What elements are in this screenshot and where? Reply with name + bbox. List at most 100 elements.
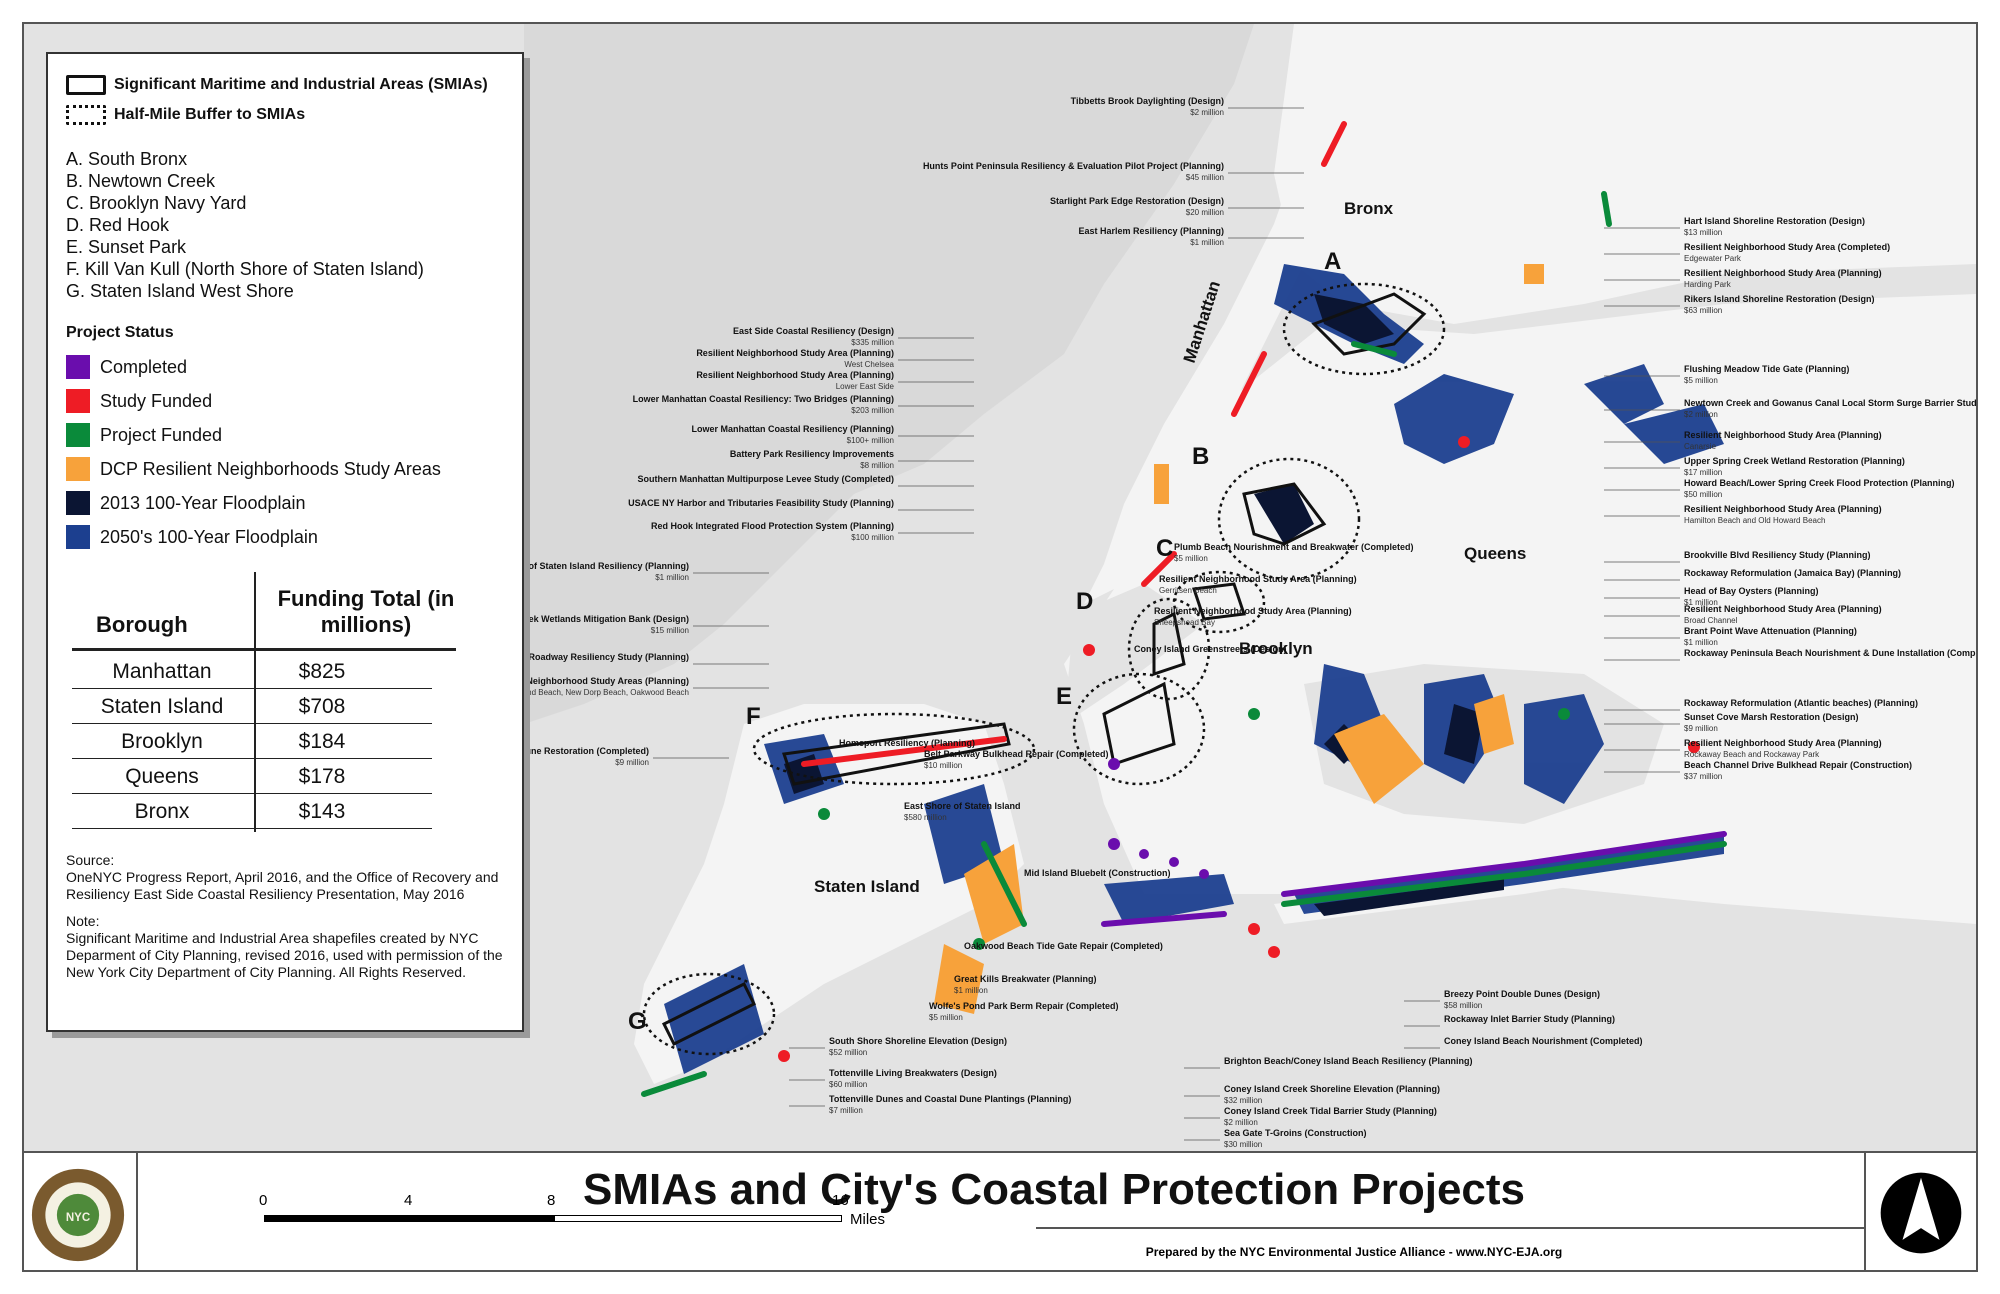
project-annotation: Rockaway Peninsula Beach Nourishment & D…	[1604, 648, 1976, 661]
borough-cell: Bronx	[134, 800, 190, 823]
status-item: DCP Resilient Neighborhoods Study Areas	[66, 452, 504, 486]
annotation-detail: $7 million	[829, 1106, 863, 1115]
project-annotation: Resilient Neighborhood Study Area (Plann…	[696, 370, 974, 391]
annotation-detail: South Beach, Midland Beach, New Dorp Bea…	[458, 688, 689, 697]
annotation-detail: $1 million	[655, 573, 689, 582]
annotation-detail: $5 million	[929, 1013, 963, 1022]
annotation-detail: $63 million	[1684, 306, 1722, 315]
project-annotation: Resilient Neighborhood Study Area (Plann…	[1154, 606, 1352, 627]
project-points	[778, 436, 1700, 1062]
smia-item: B. Newtown Creek	[66, 171, 216, 191]
strip-divider	[1036, 1227, 1864, 1229]
project-annotation: Plumb Beach Nourishment and Breakwater (…	[1174, 542, 1414, 563]
legend-panel: Significant Maritime and Industrial Area…	[46, 52, 524, 1032]
borough-cell: Queens	[125, 765, 199, 788]
status-swatch	[66, 423, 90, 447]
annotation-title: East Side Coastal Resiliency (Design)	[733, 326, 894, 336]
smia-letter-f: F	[746, 703, 761, 730]
annotation-title: Sea Gate T-Groins (Construction)	[1224, 1128, 1367, 1138]
annotation-detail: Rockaway Beach and Rockaway Park	[1684, 750, 1820, 759]
project-annotation: Brookville Blvd Resiliency Study (Planni…	[1604, 550, 1871, 563]
annotation-title: Plumb Beach Nourishment and Breakwater (…	[1174, 542, 1414, 552]
annotation-detail: $2 million	[1684, 410, 1718, 419]
annotation-title: Travis Ave Roadway Resiliency Study (Pla…	[482, 652, 689, 662]
status-list: Completed Study Funded Project Funded DC…	[66, 350, 504, 554]
annotation-title: Tibbetts Brook Daylighting (Design)	[1071, 96, 1224, 106]
smia-buffers	[642, 282, 1446, 1056]
status-swatch	[66, 491, 90, 515]
total-cell: $825	[298, 660, 346, 683]
project-annotation: Staten Island Dune Restoration (Complete…	[460, 746, 729, 767]
annotation-detail: $60 million	[829, 1080, 867, 1089]
project-annotation: Resilient Neighborhood Study Area (Plann…	[1604, 268, 1882, 289]
project-annotation: Rockaway Reformulation (Atlantic beaches…	[1604, 698, 1918, 711]
annotation-title: Great Kills Breakwater (Planning)	[954, 974, 1097, 984]
legend-buffer: Half-Mile Buffer to SMIAs	[66, 100, 504, 130]
project-annotation: Resilient Neighborhood Study Area (Compl…	[1604, 242, 1890, 263]
annotation-title: Brant Point Wave Attenuation (Planning)	[1684, 626, 1857, 636]
legend-smia: Significant Maritime and Industrial Area…	[66, 70, 504, 100]
annotation-title: Coney Island Beach Nourishment (Complete…	[1444, 1036, 1643, 1046]
annotation-detail: $52 million	[829, 1048, 867, 1057]
borough-cell: Manhattan	[112, 660, 212, 683]
annotation-title: East Shore of Staten Island	[904, 801, 1021, 811]
annotation-title: Newtown Creek and Gowanus Canal Local St…	[1684, 398, 1976, 408]
total-cell: $143	[298, 800, 346, 823]
legend-smia-label: Significant Maritime and Industrial Area…	[114, 76, 488, 93]
project-annotation: Travis Ave Roadway Resiliency Study (Pla…	[482, 652, 769, 665]
borough-cell: Brooklyn	[121, 730, 203, 753]
scale-unit: Miles	[850, 1211, 886, 1228]
project-annotation: Newtown Creek and Gowanus Canal Local St…	[1604, 398, 1976, 419]
source-block: Source: OneNYC Progress Report, April 20…	[66, 852, 504, 903]
table-row: Brooklyn $184	[72, 724, 432, 759]
annotation-detail: $1 million	[954, 986, 988, 995]
total-cell: $184	[298, 730, 346, 753]
annotation-detail: $10 million	[924, 761, 962, 770]
land-masses	[524, 24, 1976, 1084]
smia-item: E. Sunset Park	[66, 237, 187, 257]
label-brooklyn: Brooklyn	[1239, 639, 1313, 658]
project-annotation: Red Hook Integrated Flood Protection Sys…	[651, 521, 974, 542]
status-label: Project Funded	[100, 424, 223, 445]
annotation-title: Resilient Neighborhood Study Area (Plann…	[696, 348, 894, 358]
project-annotation: Great Kills Breakwater (Planning) $1 mill…	[954, 974, 1097, 995]
table-header-total: Funding Total (in millions)	[277, 586, 455, 637]
annotation-detail: $58 million	[1444, 1001, 1482, 1010]
annotation-title: Resilient Neighborhood Study Area (Plann…	[1684, 504, 1882, 514]
annotation-title: Hunts Point Peninsula Resiliency & Evalu…	[923, 161, 1224, 171]
annotation-detail: $17 million	[1684, 468, 1722, 477]
project-annotation: Oakwood Beach Tide Gate Repair (Complete…	[964, 941, 1163, 951]
table-row: Queens $178	[72, 759, 432, 794]
smia-letter-c: C	[1156, 535, 1173, 562]
annotation-detail: $32 million	[1224, 1096, 1262, 1105]
table-row: Manhattan $825	[72, 654, 432, 689]
annotation-title: Lower Manhattan Coastal Resiliency: Two …	[633, 394, 894, 404]
annotation-title: Rockaway Reformulation (Atlantic beaches…	[1684, 698, 1918, 708]
annotation-title: Flushing Meadow Tide Gate (Planning)	[1684, 364, 1849, 374]
annotation-title: Resilient Neighborhood Study Area (Plann…	[696, 370, 894, 380]
annotation-layer: Tibbetts Brook Daylighting (Design) $2 mi…	[458, 96, 1976, 1149]
annotation-title: Brookville Blvd Resiliency Study (Planni…	[1684, 550, 1871, 560]
annotation-detail: $45 million	[1186, 173, 1224, 182]
project-annotation: Head of Bay Oysters (Planning) $1 million	[1604, 586, 1819, 607]
status-item: Study Funded	[66, 384, 504, 418]
label-bronx: Bronx	[1344, 199, 1394, 218]
total-cell: $708	[298, 695, 346, 718]
project-annotation: Brighton Beach/Coney Island Beach Resili…	[1184, 1056, 1473, 1069]
annotation-detail: Sheepshead Bay	[1154, 618, 1215, 627]
note-block: Note: Significant Maritime and Industria…	[66, 913, 504, 981]
annotation-title: Coney Island Greenstreets (Design)	[1134, 644, 1287, 654]
annotation-title: Upper Spring Creek Wetland Restoration (…	[1684, 456, 1905, 466]
annotation-detail: $30 million	[1224, 1140, 1262, 1149]
project-annotation: Lower Manhattan Coastal Resiliency (Plan…	[691, 424, 974, 445]
scale-tick-8: 8	[547, 1192, 556, 1209]
project-annotation: Coney Island Creek Tidal Barrier Study (…	[1184, 1106, 1437, 1127]
scale-segment	[554, 1215, 842, 1222]
annotation-title: Howard Beach/Lower Spring Creek Flood Pr…	[1684, 478, 1955, 488]
smia-list: A. South Bronx B. Newtown Creek C. Brook…	[66, 148, 504, 302]
annotation-title: Head of Bay Oysters (Planning)	[1684, 586, 1819, 596]
annotation-detail: $1 million	[1684, 638, 1718, 647]
project-annotation: Resilient Neighborhood Study Area (Plann…	[1604, 430, 1882, 451]
svg-text:NYC: NYC	[66, 1212, 90, 1224]
annotation-title: Resilient Neighborhood Study Area (Plann…	[1154, 606, 1352, 616]
